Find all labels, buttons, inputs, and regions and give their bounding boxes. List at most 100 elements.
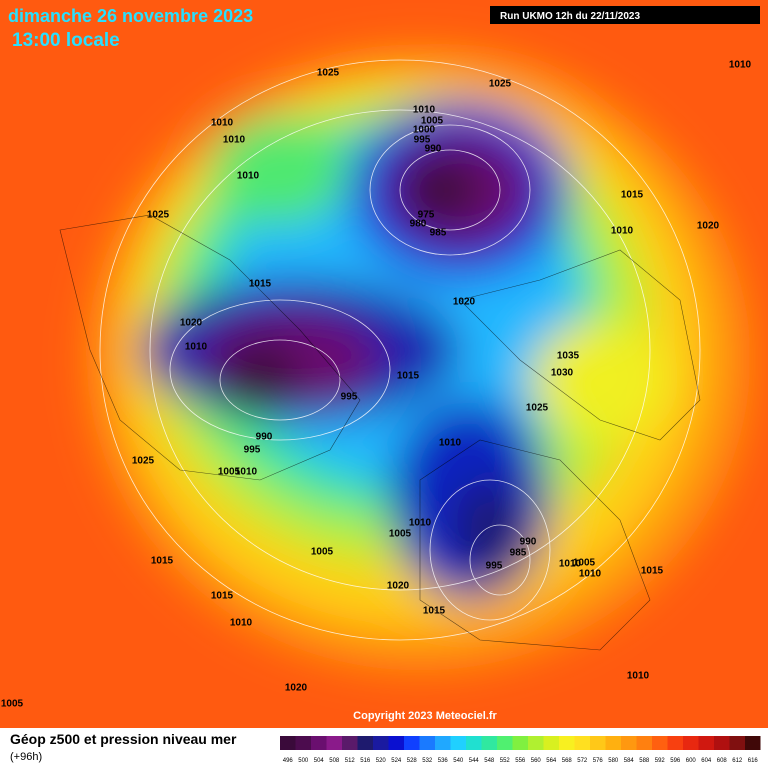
isobar-label: 1015 — [397, 371, 420, 382]
colorbar-label: 616 — [748, 758, 759, 764]
colorbar-swatch — [543, 736, 559, 750]
isobar-label: 1010 — [611, 226, 634, 237]
colorbar-label: 560 — [531, 758, 542, 764]
isobar-label: 1005 — [1, 699, 24, 710]
isobar-label: 995 — [486, 561, 503, 572]
run-box — [490, 6, 760, 24]
colorbar-label: 604 — [701, 758, 712, 764]
isobar-label: 990 — [520, 537, 537, 548]
subtitle: 13:00 locale — [12, 30, 120, 51]
isobar-label: 1020 — [285, 683, 308, 694]
colorbar-label: 496 — [283, 758, 294, 764]
colorbar-label: 572 — [577, 758, 588, 764]
isobar-label: 1010 — [211, 118, 234, 129]
colorbar-swatch — [698, 736, 714, 750]
colorbar-swatch — [745, 736, 761, 750]
isobar-label: 1020 — [180, 318, 203, 329]
colorbar-label: 508 — [329, 758, 340, 764]
isobar-label: 1010 — [439, 438, 462, 449]
colorbar-swatch — [652, 736, 668, 750]
colorbar-label: 556 — [515, 758, 526, 764]
colorbar-swatch — [667, 736, 683, 750]
colorbar-label: 612 — [732, 758, 743, 764]
colorbar-swatch — [559, 736, 575, 750]
colorbar-label: 504 — [314, 758, 325, 764]
isobar-label: 1010 — [237, 171, 260, 182]
isobar-label: 1010 — [729, 60, 752, 71]
colorbar-swatch — [280, 736, 296, 750]
colorbar-label: 584 — [624, 758, 635, 764]
isobar-label: 1035 — [557, 351, 580, 362]
isobar-label: 1030 — [551, 368, 574, 379]
isobar-label: 990 — [425, 144, 442, 155]
colorbar-swatch — [342, 736, 358, 750]
colorbar-swatch — [683, 736, 699, 750]
colorbar-label: 512 — [345, 758, 356, 764]
colorbar-swatch — [481, 736, 497, 750]
isobar-label: 1005 — [421, 116, 444, 127]
colorbar-label: 544 — [469, 758, 480, 764]
colorbar-swatch — [590, 736, 606, 750]
isobar-label: 1010 — [627, 671, 650, 682]
isobar-label: 1025 — [147, 210, 170, 221]
isobar-label: 1010 — [235, 467, 258, 478]
coastlines — [59, 214, 701, 651]
colorbar-label: 588 — [639, 758, 650, 764]
colorbar-label: 536 — [438, 758, 449, 764]
isobar-label: 1020 — [387, 581, 410, 592]
colorbar-swatch — [373, 736, 389, 750]
colorbar-label: 600 — [686, 758, 697, 764]
colorbar-label: 576 — [593, 758, 604, 764]
isobar-label: 1005 — [218, 467, 241, 478]
legend-lead: (+96h) — [10, 751, 42, 763]
isobar-label: 1025 — [489, 79, 512, 90]
isobar-label: 1010 — [185, 342, 208, 353]
isobar-label: 1025 — [526, 403, 549, 414]
isobar-label: 1005 — [311, 547, 334, 558]
isobar-label: 1015 — [621, 190, 644, 201]
colorbar-swatch — [729, 736, 745, 750]
title: dimanche 26 novembre 2023 — [8, 6, 253, 26]
geopotential-field — [90, 50, 750, 670]
colorbar-label: 564 — [546, 758, 557, 764]
isobar-label: 1025 — [317, 68, 340, 79]
isobar-label: 1020 — [697, 221, 720, 232]
colorbar-swatch — [497, 736, 513, 750]
colorbar-swatch — [636, 736, 652, 750]
colorbar-swatch — [450, 736, 466, 750]
isobar-label: 1025 — [132, 456, 155, 467]
isobar-label: 1000 — [413, 125, 436, 136]
isobar-label: 995 — [244, 445, 261, 456]
isobar-label: 990 — [256, 432, 273, 443]
colorbar-label: 520 — [376, 758, 387, 764]
colorbar-label: 540 — [453, 758, 464, 764]
colorbar-label: 552 — [500, 758, 511, 764]
isobar-label: 1010 — [230, 618, 253, 629]
copyright: Copyright 2023 Meteociel.fr — [353, 710, 497, 722]
isobar-label: 1015 — [151, 556, 174, 567]
colorbar-swatch — [528, 736, 544, 750]
isobar-label: 980 — [410, 219, 427, 230]
colorbar-label: 580 — [608, 758, 619, 764]
isobar-label: 1010 — [579, 569, 602, 580]
isobar-label: 985 — [510, 548, 527, 559]
isobar-labels: 1025102510101010101010101010100510009959… — [1, 60, 752, 710]
isobar-label: 1010 — [223, 135, 246, 146]
colorbar: 496 500 504 508 512 516 520 524 528 532 536 540 544 5… — [280, 736, 761, 764]
colorbar-swatch — [605, 736, 621, 750]
isobar-label: 1015 — [211, 591, 234, 602]
colorbar-swatch — [435, 736, 451, 750]
run-info: Run UKMO 12h du 22/11/2023 — [500, 11, 640, 22]
colorbar-swatch — [419, 736, 435, 750]
colorbar-swatch — [466, 736, 482, 750]
isobar-lines — [99, 59, 701, 641]
colorbar-swatch — [714, 736, 730, 750]
colorbar-swatch — [621, 736, 637, 750]
isobar-label: 1015 — [423, 606, 446, 617]
colorbar-swatch — [295, 736, 311, 750]
colorbar-label: 596 — [670, 758, 681, 764]
colorbar-swatch — [311, 736, 327, 750]
isobar-label: 995 — [341, 392, 358, 403]
